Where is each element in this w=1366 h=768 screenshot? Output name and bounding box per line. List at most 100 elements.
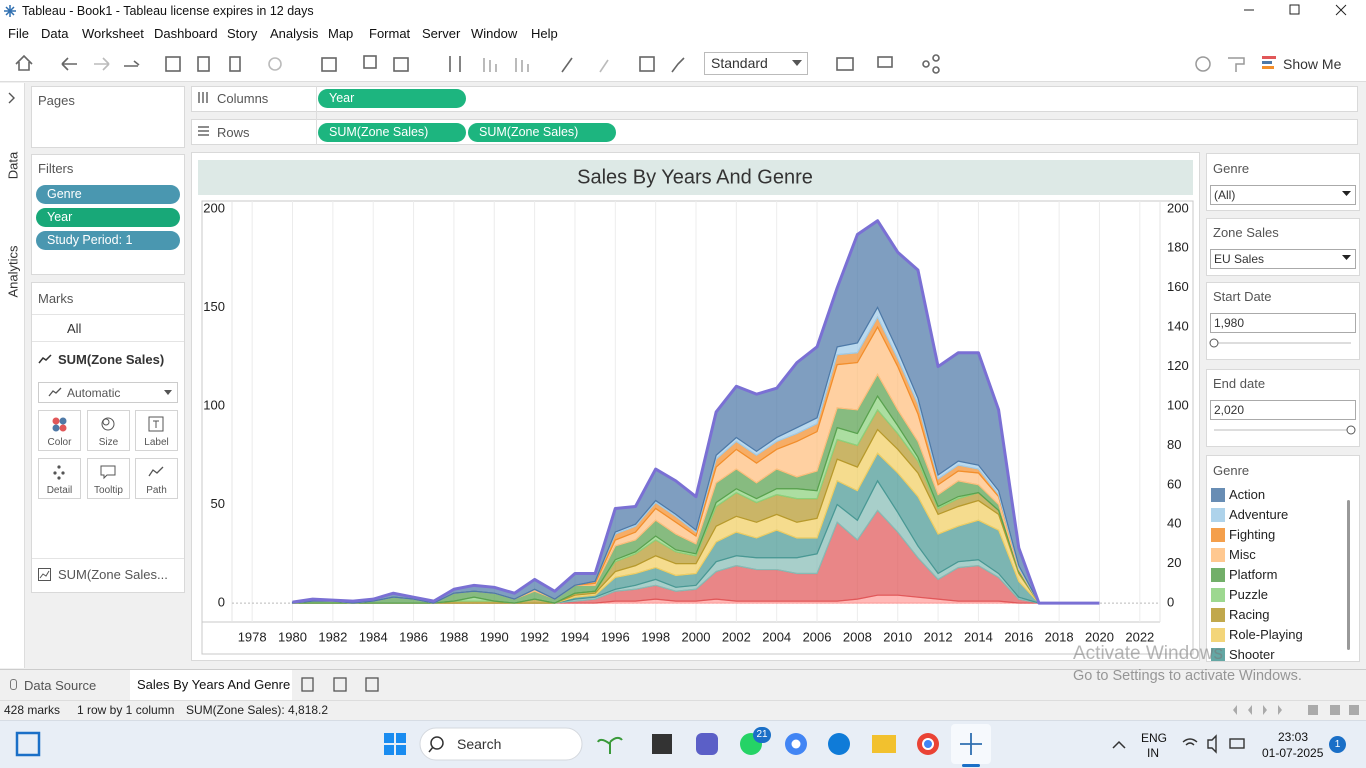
legend-swatch[interactable]: [1211, 488, 1225, 502]
marks-all-row[interactable]: [32, 314, 184, 342]
toolbar-icons[interactable]: [0, 46, 960, 82]
start-date-input[interactable]: 1,980: [1210, 313, 1356, 333]
legend-swatch[interactable]: [1211, 548, 1225, 562]
language[interactable]: IN: [1147, 746, 1159, 760]
x-tick-label: 2020: [1085, 629, 1114, 644]
legend-card: Action Adventure Fighting Misc Platform Puzzl…: [1206, 455, 1360, 662]
menu-item[interactable]: Window: [471, 26, 518, 41]
mark-button[interactable]: [38, 410, 81, 451]
legend-swatch[interactable]: [1211, 608, 1225, 622]
status-bar: [0, 700, 1366, 720]
clock-date[interactable]: 01-07-2025: [1262, 746, 1324, 760]
mark-button-label: Tooltip: [94, 485, 123, 496]
mark-button-label: Color: [47, 437, 72, 448]
show-me-icon: [1262, 56, 1276, 69]
menu-item[interactable]: Story: [227, 26, 258, 41]
toolbar-right-icons[interactable]: [1194, 54, 1260, 74]
x-tick-label: 1986: [399, 629, 428, 644]
marks-field[interactable]: SUM(Zone Sales...: [58, 567, 168, 582]
legend-label[interactable]: Adventure: [1229, 507, 1289, 522]
menu-item[interactable]: Server: [422, 26, 461, 41]
control-title: Zone Sales: [1213, 225, 1279, 240]
clock-time[interactable]: 23:03: [1278, 730, 1309, 744]
x-tick-label: 2008: [843, 629, 872, 644]
legend-label[interactable]: Racing: [1229, 607, 1270, 622]
y2-tick-label: 100: [1167, 397, 1189, 412]
menu-item[interactable]: Data: [41, 26, 69, 41]
legend-label[interactable]: Platform: [1229, 567, 1278, 582]
legend-label[interactable]: Fighting: [1229, 527, 1276, 542]
sheet-tab[interactable]: Sales By Years And Genre: [130, 670, 292, 700]
mark-button[interactable]: [135, 458, 178, 499]
menu-item[interactable]: Help: [531, 26, 558, 41]
menu-item[interactable]: Format: [369, 26, 411, 41]
filter-pill[interactable]: Study Period: 1: [36, 231, 180, 250]
end-date-input[interactable]: 2,020: [1210, 400, 1356, 420]
menu-item[interactable]: File: [8, 26, 29, 41]
menu-item[interactable]: Worksheet: [82, 26, 144, 41]
menu-item[interactable]: Dashboard: [154, 26, 218, 41]
legend-label[interactable]: Role-Playing: [1229, 627, 1303, 642]
language[interactable]: ENG: [1141, 731, 1168, 745]
side-tab[interactable]: Analytics: [5, 245, 21, 298]
fit-dropdown[interactable]: [704, 52, 808, 75]
row-pill[interactable]: SUM(Zone Sales): [468, 123, 616, 142]
menu-item[interactable]: Map: [328, 26, 354, 41]
row-pill[interactable]: SUM(Zone Sales): [318, 123, 466, 142]
expand-arrow[interactable]: [6, 92, 18, 104]
marks-all[interactable]: All: [67, 321, 82, 336]
legend-swatch[interactable]: [1211, 568, 1225, 582]
mark-button-label: Label: [144, 437, 169, 448]
control-title: Start Date: [1213, 289, 1272, 304]
notification-badge[interactable]: 1: [1329, 736, 1346, 753]
divider: [32, 558, 184, 559]
legend-swatch[interactable]: [1211, 508, 1225, 522]
fit-value: Standard: [711, 55, 768, 71]
x-tick-label: 2002: [722, 629, 751, 644]
legend-label[interactable]: Misc: [1229, 547, 1256, 562]
column-pill[interactable]: Year: [318, 89, 466, 108]
legend-label[interactable]: Action: [1229, 487, 1266, 502]
legend-swatch[interactable]: [1211, 588, 1225, 602]
field-icon: [38, 568, 51, 581]
mark-button-icon: [148, 416, 164, 432]
show-me[interactable]: Show Me: [1283, 56, 1342, 72]
legend-title: Genre: [1213, 463, 1250, 478]
legend-label[interactable]: Puzzle: [1229, 587, 1269, 602]
filter-pill[interactable]: Year: [36, 208, 180, 227]
x-tick-label: 2018: [1045, 629, 1074, 644]
y-tick-label: 150: [203, 299, 225, 314]
legend-swatch[interactable]: [1211, 528, 1225, 542]
legend-swatch[interactable]: [1211, 628, 1225, 642]
y2-tick-label: 120: [1167, 358, 1189, 373]
mark-button[interactable]: [87, 458, 130, 499]
legend-label[interactable]: Shooter: [1229, 647, 1275, 662]
scrollbar[interactable]: [1347, 500, 1350, 650]
filter-pill[interactable]: Genre: [36, 185, 180, 204]
x-tick-label: 1990: [480, 629, 509, 644]
menu-item[interactable]: Analysis: [270, 26, 319, 41]
pages-title: Pages: [38, 93, 75, 108]
marks-measure[interactable]: SUM(Zone Sales): [58, 352, 165, 367]
sliders[interactable]: [1208, 336, 1358, 436]
y2-tick-label: 180: [1167, 240, 1189, 255]
data-source-icon: [10, 679, 17, 690]
genre-dropdown[interactable]: (All): [1210, 185, 1356, 205]
taskbar-icons[interactable]: [0, 720, 1366, 768]
new-sheet-icons[interactable]: [300, 676, 390, 694]
zone-sales-dropdown[interactable]: EU Sales: [1210, 249, 1356, 269]
pages-card: [31, 86, 185, 148]
side-tab[interactable]: Data: [5, 151, 21, 180]
search-box[interactable]: Search: [457, 736, 502, 752]
y2-tick-label: 160: [1167, 279, 1189, 294]
status-icons[interactable]: [1232, 703, 1362, 717]
mark-button[interactable]: [87, 410, 130, 451]
window-controls[interactable]: [1230, 0, 1366, 22]
legend-swatch[interactable]: [1211, 648, 1225, 661]
sheet-tab[interactable]: Data Source: [24, 678, 97, 693]
chart: Sales By Years And Genre 1978 1980 1982 198…: [198, 160, 1194, 655]
x-tick-label: 2022: [1125, 629, 1154, 644]
mark-type-dropdown[interactable]: [38, 382, 178, 403]
y-tick-label: 200: [203, 200, 225, 215]
